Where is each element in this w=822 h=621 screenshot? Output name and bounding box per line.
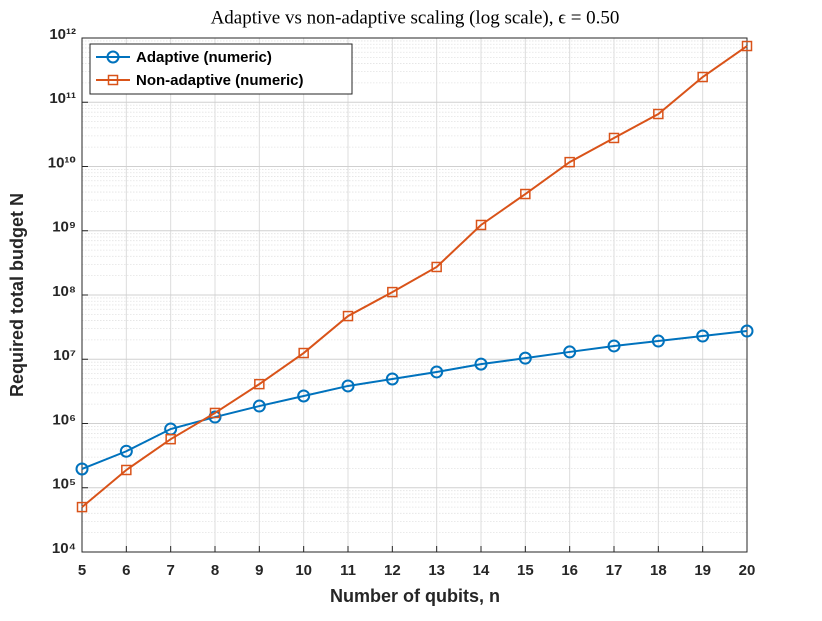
- x-tick-label: 14: [473, 562, 490, 579]
- marker: [341, 379, 355, 393]
- y-tick-label: 10⁶: [52, 411, 76, 428]
- chart-title: Adaptive vs non-adaptive scaling (log sc…: [211, 7, 620, 28]
- marker: [474, 357, 488, 371]
- y-tick-label: 10¹²: [49, 26, 76, 43]
- marker: [75, 462, 89, 476]
- marker: [209, 407, 221, 419]
- x-tick-label: 15: [517, 562, 534, 579]
- y-tick-label: 10⁷: [53, 347, 76, 364]
- y-tick-label: 10⁹: [52, 219, 76, 236]
- marker: [121, 464, 132, 476]
- x-tick-label: 9: [255, 562, 263, 579]
- marker: [697, 71, 708, 83]
- x-tick-label: 6: [122, 562, 130, 579]
- x-axis-label: Number of qubits, n: [330, 586, 500, 606]
- legend-box: [89, 43, 353, 95]
- legend-label: Non-adaptive (numeric): [136, 72, 304, 89]
- marker: [342, 310, 354, 322]
- marker: [252, 399, 266, 413]
- marker: [119, 444, 133, 458]
- x-tick-label: 18: [650, 562, 667, 579]
- x-tick-label: 5: [78, 562, 86, 579]
- marker: [651, 334, 665, 348]
- series-line: [81, 45, 748, 508]
- x-tick-label: 12: [384, 562, 401, 579]
- marker: [385, 372, 399, 386]
- x-tick-label: 8: [211, 562, 219, 579]
- marker: [740, 324, 754, 338]
- marker: [165, 433, 176, 445]
- marker: [564, 156, 575, 168]
- marker: [430, 365, 444, 379]
- marker: [696, 329, 710, 343]
- x-tick-label: 13: [428, 562, 445, 579]
- marker: [254, 378, 265, 390]
- y-tick-label: 10¹¹: [49, 90, 76, 107]
- x-tick-label: 17: [606, 562, 623, 579]
- y-tick-label: 10¹⁰: [48, 154, 76, 171]
- marker: [76, 501, 88, 513]
- legend-label: Adaptive (numeric): [136, 49, 272, 66]
- y-axis-label: Required total budget N: [7, 193, 27, 397]
- marker: [653, 108, 664, 120]
- x-tick-label: 11: [340, 562, 356, 579]
- marker: [608, 132, 620, 144]
- marker: [431, 261, 442, 273]
- y-tick-label: 10⁵: [52, 476, 76, 493]
- marker: [741, 40, 753, 52]
- series-line: [81, 330, 748, 470]
- marker: [607, 339, 621, 353]
- marker: [297, 389, 311, 403]
- x-tick-label: 20: [739, 562, 756, 579]
- y-tick-label: 10⁸: [52, 283, 76, 300]
- marker: [475, 219, 487, 231]
- x-tick-label: 7: [166, 562, 174, 579]
- y-tick-label: 10⁴: [52, 540, 76, 557]
- marker: [563, 345, 577, 359]
- x-tick-label: 19: [694, 562, 711, 579]
- marker: [520, 188, 531, 200]
- plot-frame: [81, 37, 748, 553]
- marker: [518, 351, 532, 365]
- x-tick-label: 10: [295, 562, 312, 579]
- marker: [387, 286, 398, 298]
- marker: [107, 74, 119, 86]
- x-tick-label: 16: [561, 562, 578, 579]
- marker: [298, 347, 309, 359]
- legend: Adaptive (numeric) Non-adaptive (numeric): [89, 43, 353, 95]
- marker: [106, 50, 120, 64]
